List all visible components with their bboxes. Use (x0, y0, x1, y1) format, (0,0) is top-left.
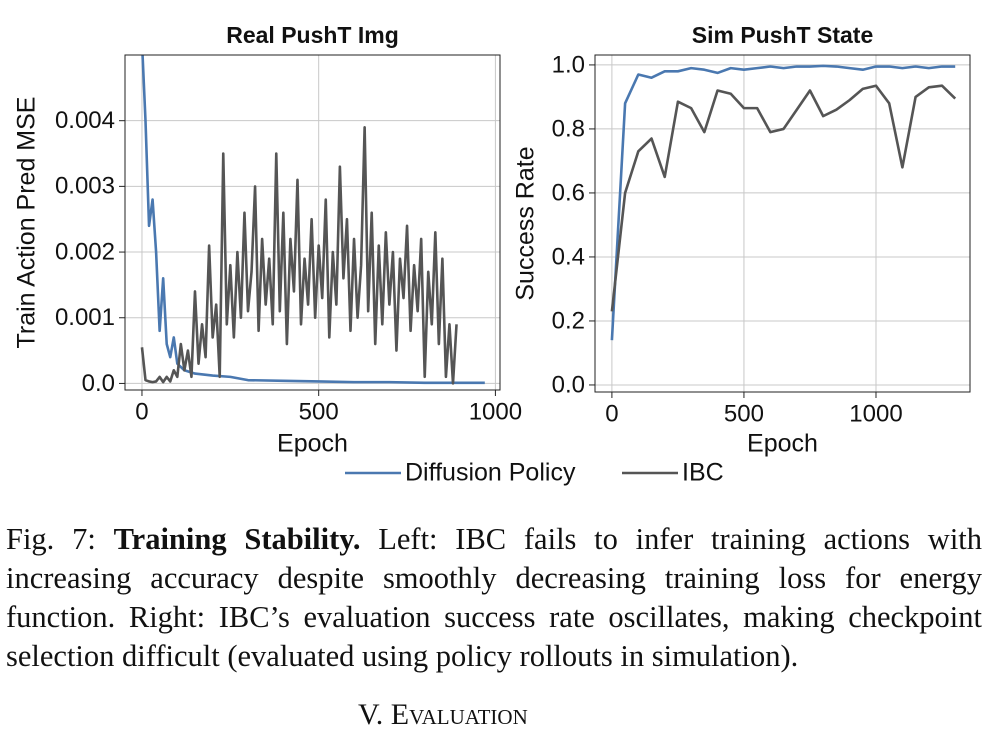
section-heading: V. Evaluation (358, 698, 528, 731)
y-axis-label: Success Rate (512, 146, 540, 300)
x-tick-label: 1000 (469, 398, 522, 425)
y-tick-label: 0.0 (82, 370, 115, 397)
caption-label: Fig. 7: (6, 522, 96, 556)
y-tick-label: 0.003 (55, 173, 115, 200)
series-line (610, 64, 956, 341)
y-tick-label: 0.001 (55, 304, 115, 331)
y-tick-label: 0.0 (552, 371, 585, 398)
y-tick-label: 0.8 (552, 115, 585, 142)
series-line (610, 84, 957, 312)
figure: 0.0 0.001 0.002 0.003 0.004 0 500 1000 Real Push… (13, 22, 971, 487)
page: { "chart_data": [ { "type": "line", "tit… (6, 22, 983, 731)
x-tick-label: 1000 (849, 400, 902, 427)
x-tick-label: 500 (299, 398, 339, 425)
x-axis-label: Epoch (277, 430, 348, 458)
caption-text: Left: IBC fails to infer training action… (6, 522, 983, 673)
chart-title: Real PushT Img (226, 22, 399, 48)
legend-label: Diffusion Policy (405, 459, 576, 487)
y-tick-label: 0.004 (55, 107, 115, 134)
x-tick-label: 0 (135, 398, 148, 425)
series-line (140, 125, 458, 385)
legend-label: IBC (682, 459, 724, 487)
caption-bold: Training Stability. (113, 522, 361, 556)
y-tick-label: 0.6 (552, 179, 585, 206)
plot-frame (594, 54, 971, 393)
x-tick-label: 0 (605, 400, 618, 427)
y-tick-label: 0.2 (552, 307, 585, 334)
y-tick-label: 0.002 (55, 238, 115, 265)
caption: Fig. 7: Training Stability. Left: IBC fa… (6, 520, 982, 676)
y-axis-label: Train Action Pred MSE (13, 97, 41, 349)
chart-title: Sim PushT State (692, 22, 873, 48)
x-tick-label: 500 (724, 400, 764, 427)
plot-frame (124, 54, 501, 391)
x-axis-label: Epoch (747, 430, 818, 458)
y-tick-label: 0.4 (552, 243, 585, 270)
y-tick-label: 1.0 (552, 51, 585, 78)
